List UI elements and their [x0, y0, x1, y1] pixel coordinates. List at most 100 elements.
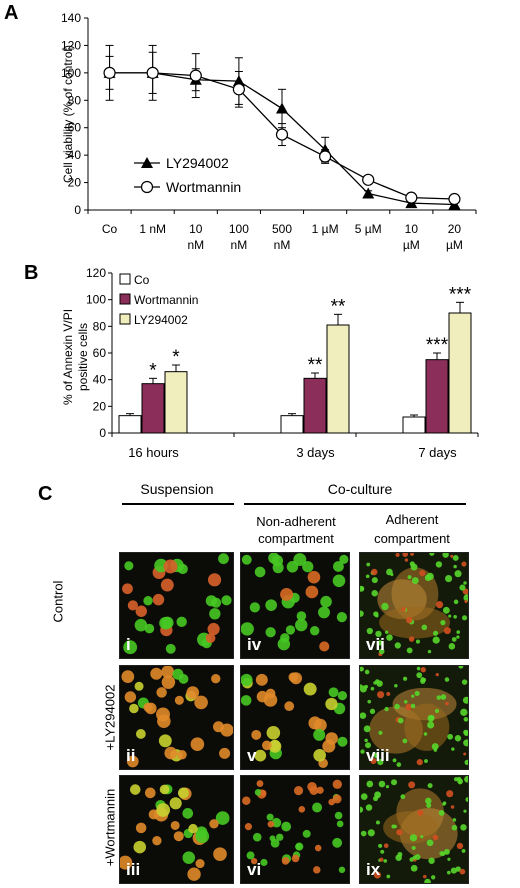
cell-dot: [463, 752, 467, 756]
cell-dot: [457, 778, 464, 785]
cell-dot: [188, 823, 198, 834]
cell-dot: [428, 714, 435, 721]
rule-coculture: [244, 503, 466, 505]
y-tick-label: 20: [93, 399, 107, 413]
cell-dot: [450, 805, 455, 809]
cell-dot: [369, 708, 376, 714]
cell-dot: [452, 818, 457, 822]
cell-dot: [436, 695, 442, 700]
cell-dot: [392, 758, 397, 763]
cell-dot: [375, 820, 380, 825]
cell-dot: [415, 639, 421, 644]
cell-dot: [447, 857, 451, 861]
y-tick-label: 100: [86, 293, 106, 307]
x-tick-label: 500: [272, 222, 292, 236]
cell-dot: [328, 687, 339, 698]
y-tick-label: 140: [61, 11, 81, 25]
cell-dot: [135, 605, 147, 617]
bar-Wortmannin: [303, 377, 327, 434]
y-tick-label: 100: [61, 66, 81, 80]
cell-dot: [360, 586, 364, 591]
cell-dot: [463, 717, 468, 722]
legend-marker-circle: [140, 180, 154, 194]
marker-circle: [103, 66, 116, 79]
cell-dot: [448, 643, 456, 650]
cell-dot: [396, 829, 403, 836]
cell-dot: [431, 743, 439, 750]
x-tick-label: µM: [446, 238, 463, 252]
cell-dot: [390, 779, 398, 786]
cell-dot: [159, 616, 172, 630]
x-tick-label: µM: [403, 238, 420, 252]
y-tick-label: 40: [93, 373, 107, 387]
cell-dot: [409, 561, 415, 567]
cell-dot: [307, 570, 321, 584]
cell-dot: [271, 555, 284, 567]
cell-dot: [461, 848, 466, 853]
cell-dot: [416, 672, 423, 679]
cell-dot: [456, 630, 461, 634]
cell-dot: [268, 739, 282, 753]
cell-dot: [420, 835, 424, 839]
micrograph-control-nonadherent: iv: [240, 552, 350, 659]
cell-dot: [281, 857, 290, 865]
cell-dot: [291, 854, 300, 863]
cell-dot: [144, 787, 156, 799]
cell-dot: [459, 868, 466, 875]
micrograph-cells: [241, 553, 349, 652]
cell-dot: [451, 824, 458, 831]
cell-dot: [337, 690, 348, 701]
cell-dot: [152, 593, 165, 606]
cell-dot: [215, 811, 230, 825]
cell-dot: [177, 749, 187, 760]
cell-dot: [318, 606, 330, 619]
header-adherent-line1: Adherent: [385, 512, 439, 527]
cell-dot: [121, 670, 135, 683]
marker-triangle: [276, 102, 288, 114]
significance-stars: **: [331, 296, 346, 317]
cell-dot: [143, 702, 153, 712]
marker-circle: [189, 69, 202, 82]
cell-dot: [124, 561, 134, 571]
cell-dot: [135, 822, 147, 834]
cell-dot: [332, 779, 342, 789]
cell-dot: [254, 789, 262, 796]
cell-dot: [364, 738, 368, 743]
cell-dot: [460, 708, 468, 716]
cell-dot: [395, 553, 400, 557]
cell-dot: [384, 630, 389, 634]
cell-dot: [316, 786, 324, 794]
cell-dot: [160, 578, 174, 592]
cell-dot: [254, 566, 266, 578]
cell-dot: [366, 780, 374, 788]
cell-dot: [416, 759, 423, 766]
marker-circle: [232, 83, 245, 96]
cell-dot: [424, 878, 431, 883]
cell-dot: [174, 695, 184, 705]
significance-stars: ***: [449, 284, 472, 305]
cell-dot: [432, 834, 439, 841]
cell-dot: [205, 595, 217, 607]
cell-dot: [464, 759, 468, 766]
cell-dot: [423, 732, 428, 736]
cell-dot: [265, 627, 276, 638]
cell-dot: [169, 797, 182, 810]
cell-dot: [411, 845, 416, 851]
cell-dot: [434, 708, 440, 714]
cell-dot: [410, 864, 418, 872]
cell-dot: [386, 634, 393, 641]
cell-dot: [242, 796, 251, 805]
cell-dot: [417, 809, 424, 816]
cell-dot: [365, 804, 373, 811]
legend-swatch: [119, 273, 131, 285]
cell-dot: [363, 725, 371, 733]
cell-dot: [443, 627, 451, 635]
cell-dot: [378, 730, 383, 735]
cell-dot: [425, 797, 432, 805]
cell-dot: [445, 701, 449, 706]
cell-dot: [453, 614, 457, 619]
cell-dot: [213, 721, 224, 733]
cell-dot: [431, 875, 436, 880]
cell-dot: [386, 874, 391, 879]
cell-dot: [435, 601, 444, 609]
